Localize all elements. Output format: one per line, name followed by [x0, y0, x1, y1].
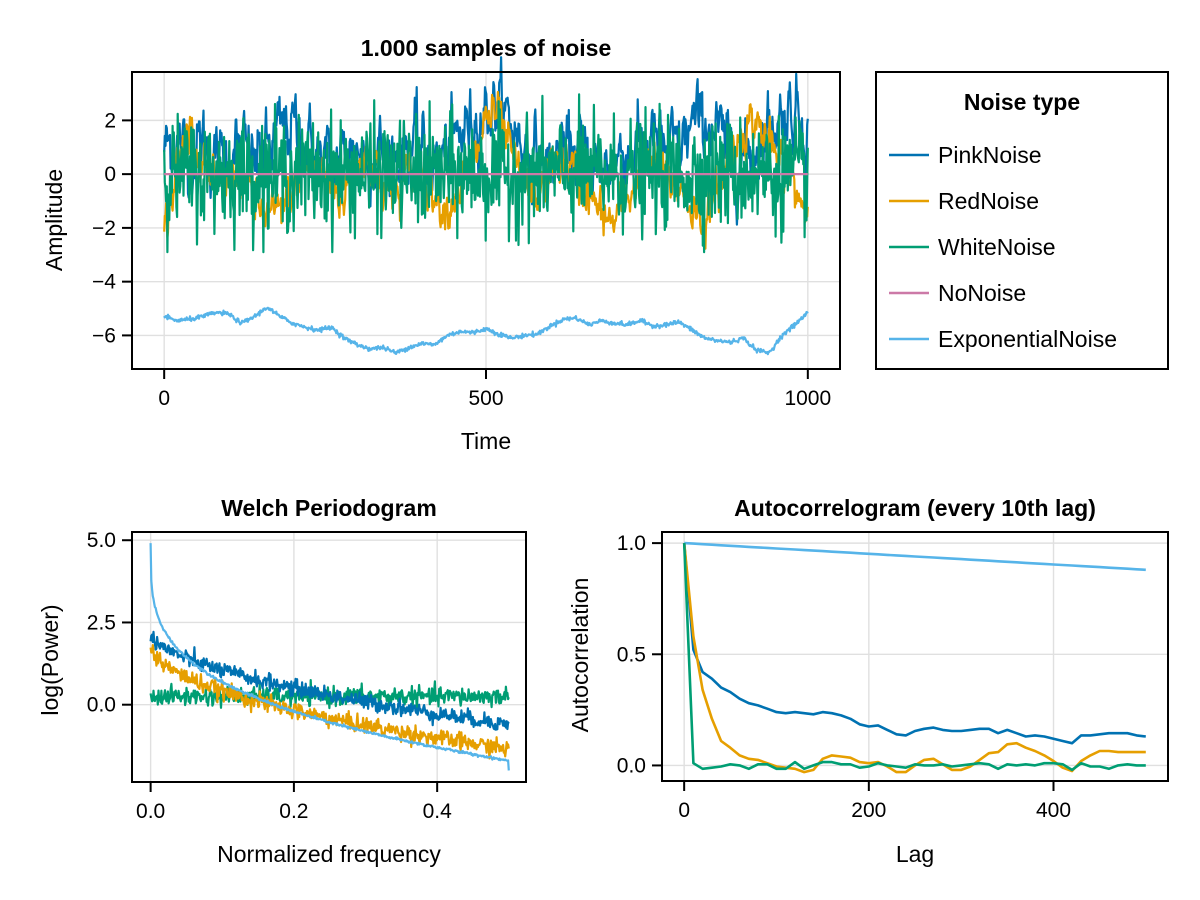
autocorrelogram-xtick-label: 400 [1036, 799, 1071, 822]
autocorrelogram-grid [662, 532, 1168, 781]
legend-label: RedNoise [938, 188, 1039, 214]
timeseries-xtick-label: 500 [468, 387, 503, 410]
welch-frame [131, 531, 527, 783]
legend-entry: WhiteNoise [889, 234, 1056, 260]
autocorrelogram-frame [661, 531, 1169, 782]
timeseries-ytick-label: −4 [92, 271, 116, 294]
legend-entry: RedNoise [889, 188, 1039, 214]
timeseries-ticks: 0 500 1000 2 0 −2 −4 −6 [92, 109, 831, 410]
welch-xtick-label: 0.0 [136, 800, 165, 823]
autocorrelogram-ticks: 0 200 400 1.0 0.5 0.0 [617, 532, 1071, 822]
timeseries-title: 1.000 samples of noise [361, 35, 612, 61]
series-line-rednoise [163, 90, 809, 250]
timeseries-ytick-label: 2 [104, 109, 116, 132]
timeseries-panel: 1.000 samples of noise 0 500 100020−2−4−6 … [41, 35, 841, 454]
welch-ytick-label: 2.5 [87, 611, 116, 634]
legend-box [875, 71, 1169, 370]
autocorrelogram-xlabel: Lag [896, 841, 934, 867]
timeseries-ytick-label: −6 [92, 324, 116, 347]
series-line-exponentialnoise [149, 543, 510, 771]
legend-label: ExponentialNoise [938, 326, 1117, 352]
legend-entry: PinkNoise [889, 142, 1042, 168]
welch-panel: Welch Periodogram 0.0 0.2 0.4 5.0 2.5 0.0 Nor… [37, 495, 527, 867]
welch-title: Welch Periodogram [221, 495, 437, 521]
series-line-whitenoise [163, 93, 809, 254]
series-line-pinknoise [682, 542, 1146, 745]
legend-entries: PinkNoise RedNoise WhiteNoise NoNoise Expone… [889, 142, 1117, 352]
series-line-rednoise [149, 644, 510, 760]
timeseries-xtick-label: 0 [158, 387, 170, 410]
timeseries-series [163, 56, 809, 356]
autocorrelogram-title: Autocorrelogram (every 10th lag) [734, 495, 1096, 521]
series-line-exponentialnoise [684, 541, 1146, 572]
autocorrelogram-panel: Autocorrelogram (every 10th lag) 0 200 400… [567, 495, 1169, 867]
timeseries-ytick-label: 0 [104, 163, 116, 186]
timeseries-ylabel: Amplitude [41, 169, 67, 271]
welch-xlabel: Normalized frequency [217, 841, 441, 867]
welch-ticks: 0.0 0.2 0.4 5.0 2.5 0.0 [87, 529, 452, 823]
legend-entry: ExponentialNoise [889, 326, 1117, 352]
autocorrelogram-xtick-label: 200 [851, 799, 886, 822]
series-line-exponentialnoise [163, 306, 809, 356]
autocorrelogram-ylabel: Autocorrelation [567, 578, 593, 733]
welch-ylabel: log(Power) [37, 604, 63, 715]
timeseries-xlabel: Time [461, 428, 511, 454]
legend: Noise type PinkNoise RedNoise WhiteNoise No… [875, 71, 1169, 370]
autocorrelogram-xtick-label: 0 [678, 799, 690, 822]
autocorrelogram-ytick-label: 1.0 [617, 532, 646, 555]
welch-ytick-label: 0.0 [87, 694, 116, 717]
welch-xtick-label: 0.2 [279, 800, 308, 823]
series-line-pinknoise [149, 630, 510, 731]
legend-label: WhiteNoise [938, 234, 1056, 260]
autocorrelogram-ytick-label: 0.5 [617, 643, 646, 666]
legend-title: Noise type [964, 89, 1080, 115]
welch-xtick-label: 0.4 [423, 800, 453, 823]
autocorrelogram-series [682, 541, 1146, 774]
autocorrelogram-ytick-label: 0.0 [617, 754, 646, 777]
welch-ytick-label: 5.0 [87, 529, 116, 552]
timeseries-ytick-label: −2 [92, 217, 116, 240]
legend-label: NoNoise [938, 280, 1026, 306]
series-line-whitenoise [682, 543, 1146, 772]
welch-series [149, 543, 510, 771]
legend-label: PinkNoise [938, 142, 1042, 168]
timeseries-xtick-label: 1000 [784, 387, 831, 410]
legend-entry: NoNoise [889, 280, 1026, 306]
